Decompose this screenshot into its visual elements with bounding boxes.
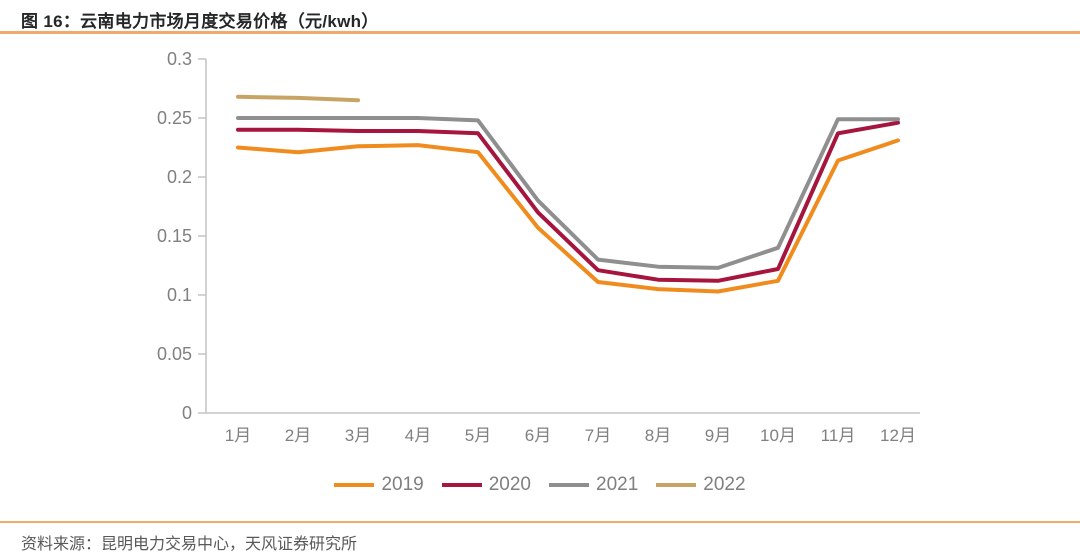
series-line-2020 bbox=[236, 120, 900, 283]
legend-swatch-2022 bbox=[656, 482, 697, 487]
series-line-2021 bbox=[236, 116, 900, 270]
x-category-label: 4月 bbox=[405, 426, 431, 445]
x-category-label: 2月 bbox=[285, 426, 311, 445]
x-category-label: 12月 bbox=[880, 426, 916, 445]
legend-item-2022: 2022 bbox=[656, 474, 746, 495]
y-tick-label: 0.05 bbox=[157, 344, 192, 364]
x-category-label: 1月 bbox=[225, 426, 251, 445]
y-tick-label: 0.25 bbox=[157, 108, 192, 128]
x-category-label: 11月 bbox=[821, 426, 856, 445]
y-tick-label: 0.15 bbox=[157, 226, 192, 246]
legend-label-2019: 2019 bbox=[381, 474, 424, 495]
x-category-label: 7月 bbox=[585, 426, 611, 445]
legend-label-2021: 2021 bbox=[596, 474, 639, 495]
x-category-label: 8月 bbox=[645, 426, 671, 445]
x-category-label: 3月 bbox=[345, 426, 371, 445]
x-category-label: 6月 bbox=[525, 426, 551, 445]
chart-legend: 2019 2020 2021 2022 bbox=[0, 475, 1080, 494]
legend-swatch-2020 bbox=[441, 482, 482, 487]
title-divider bbox=[0, 31, 1080, 34]
series-line-2022 bbox=[236, 94, 360, 103]
legend-item-2020: 2020 bbox=[441, 474, 531, 495]
y-tick-label: 0.3 bbox=[167, 49, 192, 69]
y-tick-label: 0 bbox=[182, 403, 192, 423]
source-note: 资料来源：昆明电力交易中心，天风证券研究所 bbox=[21, 536, 358, 553]
x-category-label: 10月 bbox=[760, 426, 796, 445]
y-tick-label: 0.2 bbox=[167, 167, 192, 187]
legend-swatch-2021 bbox=[549, 482, 589, 487]
x-category-label: 9月 bbox=[705, 426, 731, 445]
legend-label-2020: 2020 bbox=[488, 474, 531, 495]
legend-label-2022: 2022 bbox=[703, 474, 746, 495]
legend-item-2019: 2019 bbox=[334, 474, 424, 495]
legend-swatch-2019 bbox=[334, 482, 375, 487]
footer-divider bbox=[0, 521, 1080, 523]
legend-item-2021: 2021 bbox=[549, 475, 638, 494]
x-category-label: 5月 bbox=[465, 426, 491, 445]
y-tick-label: 0.1 bbox=[167, 285, 192, 305]
series-line-2019 bbox=[236, 138, 900, 294]
figure-title: 图 16：云南电力市场月度交易价格（元/kwh） bbox=[21, 12, 379, 31]
